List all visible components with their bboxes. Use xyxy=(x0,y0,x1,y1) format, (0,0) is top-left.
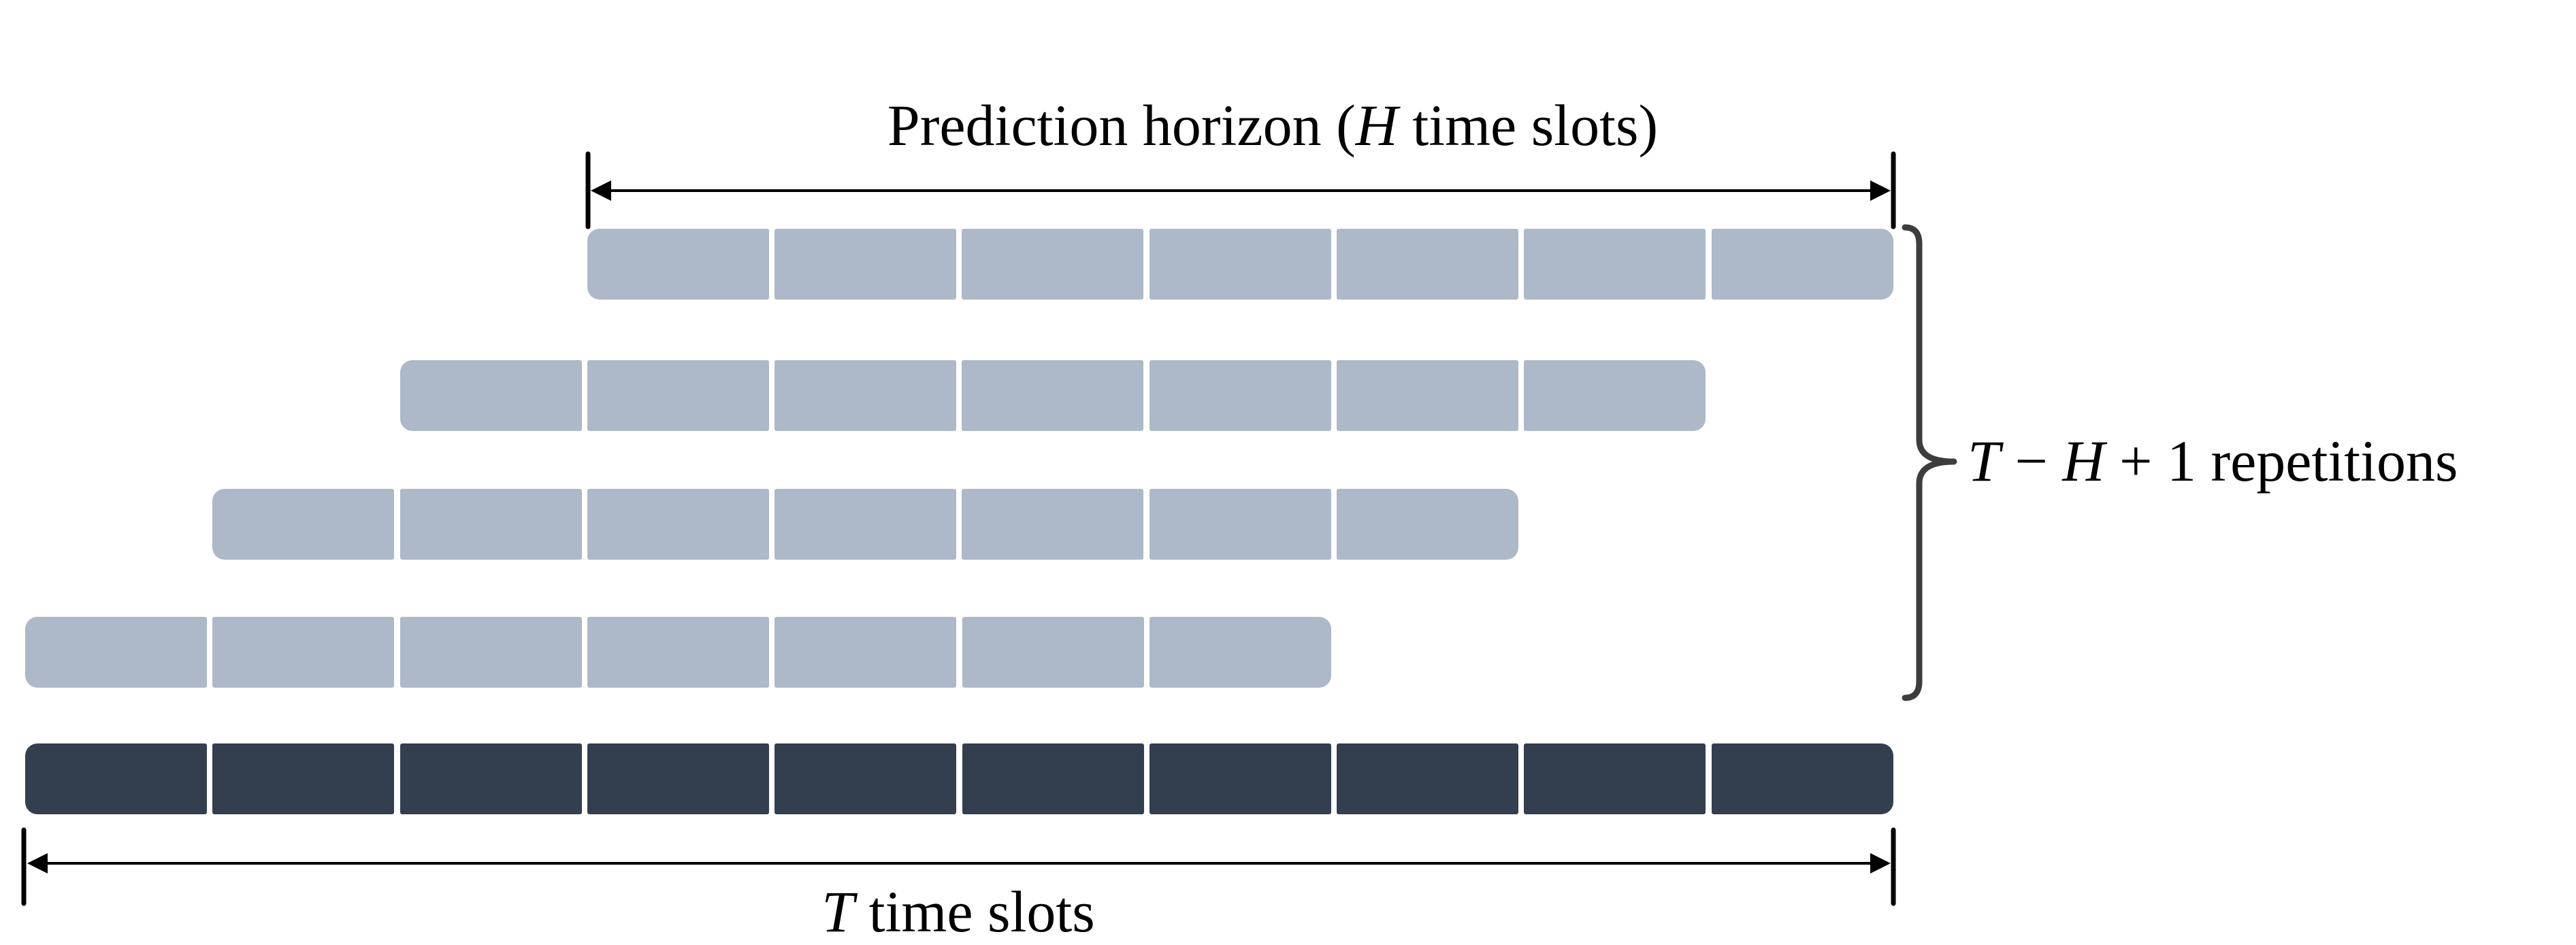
window-slot xyxy=(775,229,957,300)
timeline-slot xyxy=(400,743,582,814)
window-slot xyxy=(587,489,769,560)
timeline-slot xyxy=(775,743,957,814)
window-slot xyxy=(25,617,207,688)
math-variable: H xyxy=(2062,428,2105,494)
window-slot xyxy=(775,360,957,431)
window-slot xyxy=(1149,229,1331,300)
label-text: Prediction horizon ( xyxy=(887,93,1356,158)
window-slot xyxy=(962,229,1144,300)
top-arrow-left-head xyxy=(591,180,611,201)
window-slot xyxy=(400,489,582,560)
window-slot xyxy=(587,360,769,431)
window-slot xyxy=(212,617,395,688)
prediction-horizon-label: Prediction horizon (H time slots) xyxy=(887,91,1658,161)
timeline-slot xyxy=(1149,743,1331,814)
window-slot xyxy=(1711,229,1893,300)
window-slot xyxy=(1524,229,1706,300)
timeline-slot xyxy=(25,743,207,814)
window-slot xyxy=(400,617,582,688)
timeline-slot xyxy=(212,743,395,814)
math-variable: H xyxy=(1355,93,1398,158)
window-slot xyxy=(962,617,1144,688)
timeline-row xyxy=(25,743,1893,814)
top-arrow-right-head xyxy=(1870,180,1891,201)
window-row-2 xyxy=(400,360,1706,431)
window-slot xyxy=(587,617,769,688)
window-slot xyxy=(1337,489,1519,560)
window-slot xyxy=(1524,360,1706,431)
top-dimension-arrow xyxy=(585,151,1896,229)
window-row-1 xyxy=(587,229,1893,300)
window-slot xyxy=(775,617,957,688)
window-row-3 xyxy=(212,489,1519,560)
label-text: time slots xyxy=(854,879,1095,944)
label-text: + 1 repetitions xyxy=(2104,428,2458,494)
timeline-slot xyxy=(962,743,1144,814)
timeline-slot xyxy=(1711,743,1893,814)
repetitions-label: T − H + 1 repetitions xyxy=(1968,426,2458,496)
bottom-arrow-left-head xyxy=(27,853,48,874)
window-slot xyxy=(1337,360,1519,431)
window-slot xyxy=(400,360,582,431)
bottom-dimension-arrow xyxy=(21,827,1896,906)
window-slot xyxy=(1149,489,1331,560)
window-slot xyxy=(1149,360,1331,431)
math-variable: T xyxy=(1968,428,2000,494)
label-text: time slots) xyxy=(1397,93,1659,158)
bottom-arrow-right-head xyxy=(1870,853,1891,874)
timeline-slot xyxy=(1337,743,1519,814)
window-slot xyxy=(962,360,1144,431)
timeline-slot xyxy=(587,743,769,814)
window-slot xyxy=(1149,617,1331,688)
window-slot xyxy=(587,229,769,300)
label-text: − xyxy=(2000,428,2063,494)
timeline-slot xyxy=(1524,743,1706,814)
window-row-4 xyxy=(25,617,1331,688)
window-slot xyxy=(212,489,395,560)
repetitions-brace xyxy=(1902,224,1957,701)
window-slot xyxy=(1337,229,1519,300)
window-slot xyxy=(775,489,957,560)
math-variable: T xyxy=(821,879,855,944)
window-slot xyxy=(962,489,1144,560)
timeline-label: T time slots xyxy=(821,877,1094,945)
